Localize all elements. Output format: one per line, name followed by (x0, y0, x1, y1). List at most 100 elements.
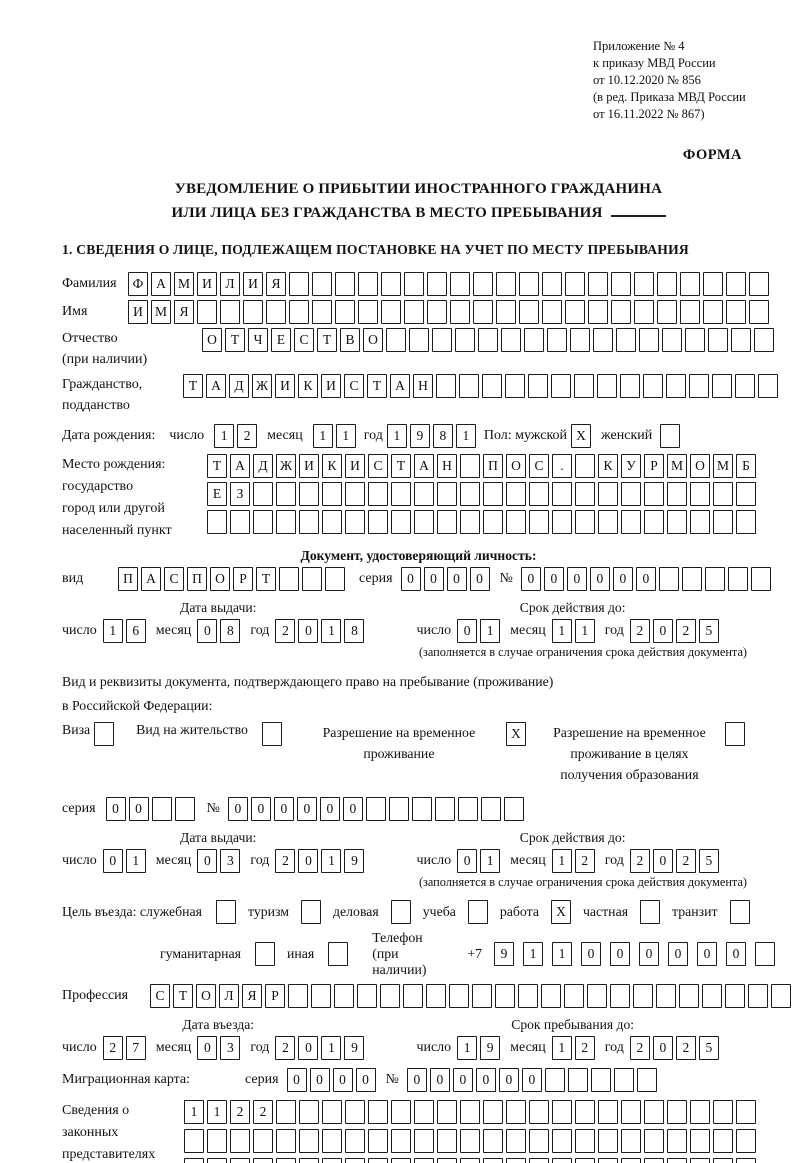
profession-char-cell[interactable]: Л (219, 984, 239, 1008)
birthplace-char-cell[interactable] (322, 482, 342, 506)
legal-reps-char-cell[interactable] (667, 1129, 687, 1153)
doc-type-char-cell[interactable] (325, 567, 345, 591)
birthplace-char-cell[interactable] (713, 510, 733, 534)
firstname-char-cell[interactable] (473, 300, 493, 324)
citizenship-char-cell[interactable]: Т (183, 374, 203, 398)
birthplace-char-cell[interactable]: К (598, 454, 618, 478)
migration-number-cell[interactable]: 0 (475, 1068, 496, 1092)
legal-reps-char-cell[interactable] (506, 1158, 526, 1163)
sex-male-cell[interactable]: X (571, 424, 592, 448)
birthplace-char-cell[interactable]: М (667, 454, 687, 478)
surname-char-cell[interactable]: И (197, 272, 217, 296)
legal-reps-char-cell[interactable] (253, 1158, 273, 1163)
legal-reps-char-cell[interactable] (529, 1158, 549, 1163)
doc-type-char-cell[interactable]: П (118, 567, 138, 591)
legal-reps-char-cell[interactable]: 2 (230, 1100, 250, 1124)
doc-number-cell[interactable]: 0 (520, 567, 541, 591)
patronymic-char-cell[interactable]: Т (225, 328, 245, 352)
birthplace-char-cell[interactable] (506, 482, 526, 506)
surname-char-cell[interactable]: Ф (128, 272, 148, 296)
surname-char-cell[interactable]: Я (266, 272, 286, 296)
profession-char-cell[interactable] (334, 984, 354, 1008)
purpose-business-cell[interactable] (390, 900, 411, 924)
residence-number-cell[interactable] (388, 797, 409, 821)
birthplace-char-cell[interactable]: Ж (276, 454, 296, 478)
profession-char-cell[interactable] (449, 984, 469, 1008)
firstname-char-cell[interactable] (335, 300, 355, 324)
birthplace-char-cell[interactable]: . (552, 454, 572, 478)
legal-reps-char-cell[interactable] (276, 1129, 296, 1153)
legal-reps-char-cell[interactable] (276, 1158, 296, 1163)
legal-reps-char-cell[interactable] (230, 1158, 250, 1163)
legal-reps-char-cell[interactable] (690, 1100, 710, 1124)
phone-digit-cell[interactable]: 1 (523, 942, 543, 966)
legal-reps-char-cell[interactable] (483, 1100, 503, 1124)
sex-female-cell[interactable] (660, 424, 681, 448)
doc-series-cell[interactable]: 0 (446, 567, 467, 591)
residence-number-cell[interactable]: 0 (342, 797, 363, 821)
doc-series-cell[interactable]: 0 (400, 567, 421, 591)
legal-reps-char-cell[interactable] (230, 1129, 250, 1153)
residence-permit-cell[interactable] (261, 722, 282, 746)
legal-reps-char-cell[interactable] (621, 1158, 641, 1163)
legal-reps-char-cell[interactable] (552, 1129, 572, 1153)
birthplace-char-cell[interactable] (345, 482, 365, 506)
birthplace-char-cell[interactable] (575, 482, 595, 506)
legal-reps-char-cell[interactable] (391, 1158, 411, 1163)
legal-reps-char-cell[interactable] (529, 1100, 549, 1124)
birthplace-char-cell[interactable] (713, 482, 733, 506)
profession-char-cell[interactable] (725, 984, 745, 1008)
phone-digit-cell[interactable] (755, 942, 775, 966)
patronymic-char-cell[interactable] (386, 328, 406, 352)
birthplace-char-cell[interactable] (299, 510, 319, 534)
doc-series-cell[interactable]: 0 (469, 567, 490, 591)
purpose-official-cell[interactable] (216, 900, 237, 924)
firstname-char-cell[interactable] (427, 300, 447, 324)
profession-char-cell[interactable] (564, 984, 584, 1008)
residence-issue-month-cell[interactable]: 0 (197, 849, 218, 873)
birthdate-year-cell[interactable]: 1 (455, 424, 476, 448)
migration-number-cell[interactable] (590, 1068, 611, 1092)
legal-reps-char-cell[interactable] (644, 1129, 664, 1153)
doc-number-cell[interactable]: 0 (566, 567, 587, 591)
birthdate-year-cell[interactable]: 1 (386, 424, 407, 448)
surname-char-cell[interactable] (634, 272, 654, 296)
birthplace-char-cell[interactable] (391, 482, 411, 506)
legal-reps-char-cell[interactable] (529, 1129, 549, 1153)
citizenship-char-cell[interactable]: С (344, 374, 364, 398)
phone-digit-cell[interactable]: 0 (581, 942, 601, 966)
doc-type-char-cell[interactable]: С (164, 567, 184, 591)
legal-reps-char-cell[interactable] (736, 1100, 756, 1124)
legal-reps-char-cell[interactable] (207, 1158, 227, 1163)
birthplace-char-cell[interactable] (253, 482, 273, 506)
surname-char-cell[interactable]: Л (220, 272, 240, 296)
patronymic-char-cell[interactable]: Ч (248, 328, 268, 352)
doc-number-cell[interactable]: 0 (589, 567, 610, 591)
birthplace-char-cell[interactable] (598, 510, 618, 534)
surname-char-cell[interactable] (289, 272, 309, 296)
profession-char-cell[interactable] (495, 984, 515, 1008)
birthplace-char-cell[interactable] (368, 510, 388, 534)
stay-month-cell[interactable]: 2 (574, 1036, 595, 1060)
birthplace-char-cell[interactable] (621, 482, 641, 506)
legal-reps-char-cell[interactable] (483, 1129, 503, 1153)
birthplace-char-cell[interactable]: С (529, 454, 549, 478)
surname-char-cell[interactable] (680, 272, 700, 296)
patronymic-char-cell[interactable]: С (294, 328, 314, 352)
legal-reps-char-cell[interactable] (322, 1100, 342, 1124)
legal-reps-char-cell[interactable] (391, 1100, 411, 1124)
citizenship-char-cell[interactable]: А (390, 374, 410, 398)
legal-reps-char-cell[interactable] (598, 1100, 618, 1124)
entry-year-cell[interactable]: 0 (298, 1036, 319, 1060)
legal-reps-char-cell[interactable] (184, 1158, 204, 1163)
legal-reps-char-cell[interactable] (368, 1100, 388, 1124)
birthplace-char-cell[interactable]: З (230, 482, 250, 506)
birthplace-char-cell[interactable] (506, 510, 526, 534)
legal-reps-char-cell[interactable] (736, 1129, 756, 1153)
surname-char-cell[interactable] (404, 272, 424, 296)
doc-issue-month-cell[interactable]: 0 (197, 619, 218, 643)
doc-expiry-month-cell[interactable]: 1 (551, 619, 572, 643)
birthplace-char-cell[interactable] (391, 510, 411, 534)
residence-number-cell[interactable] (365, 797, 386, 821)
legal-reps-char-cell[interactable] (644, 1158, 664, 1163)
